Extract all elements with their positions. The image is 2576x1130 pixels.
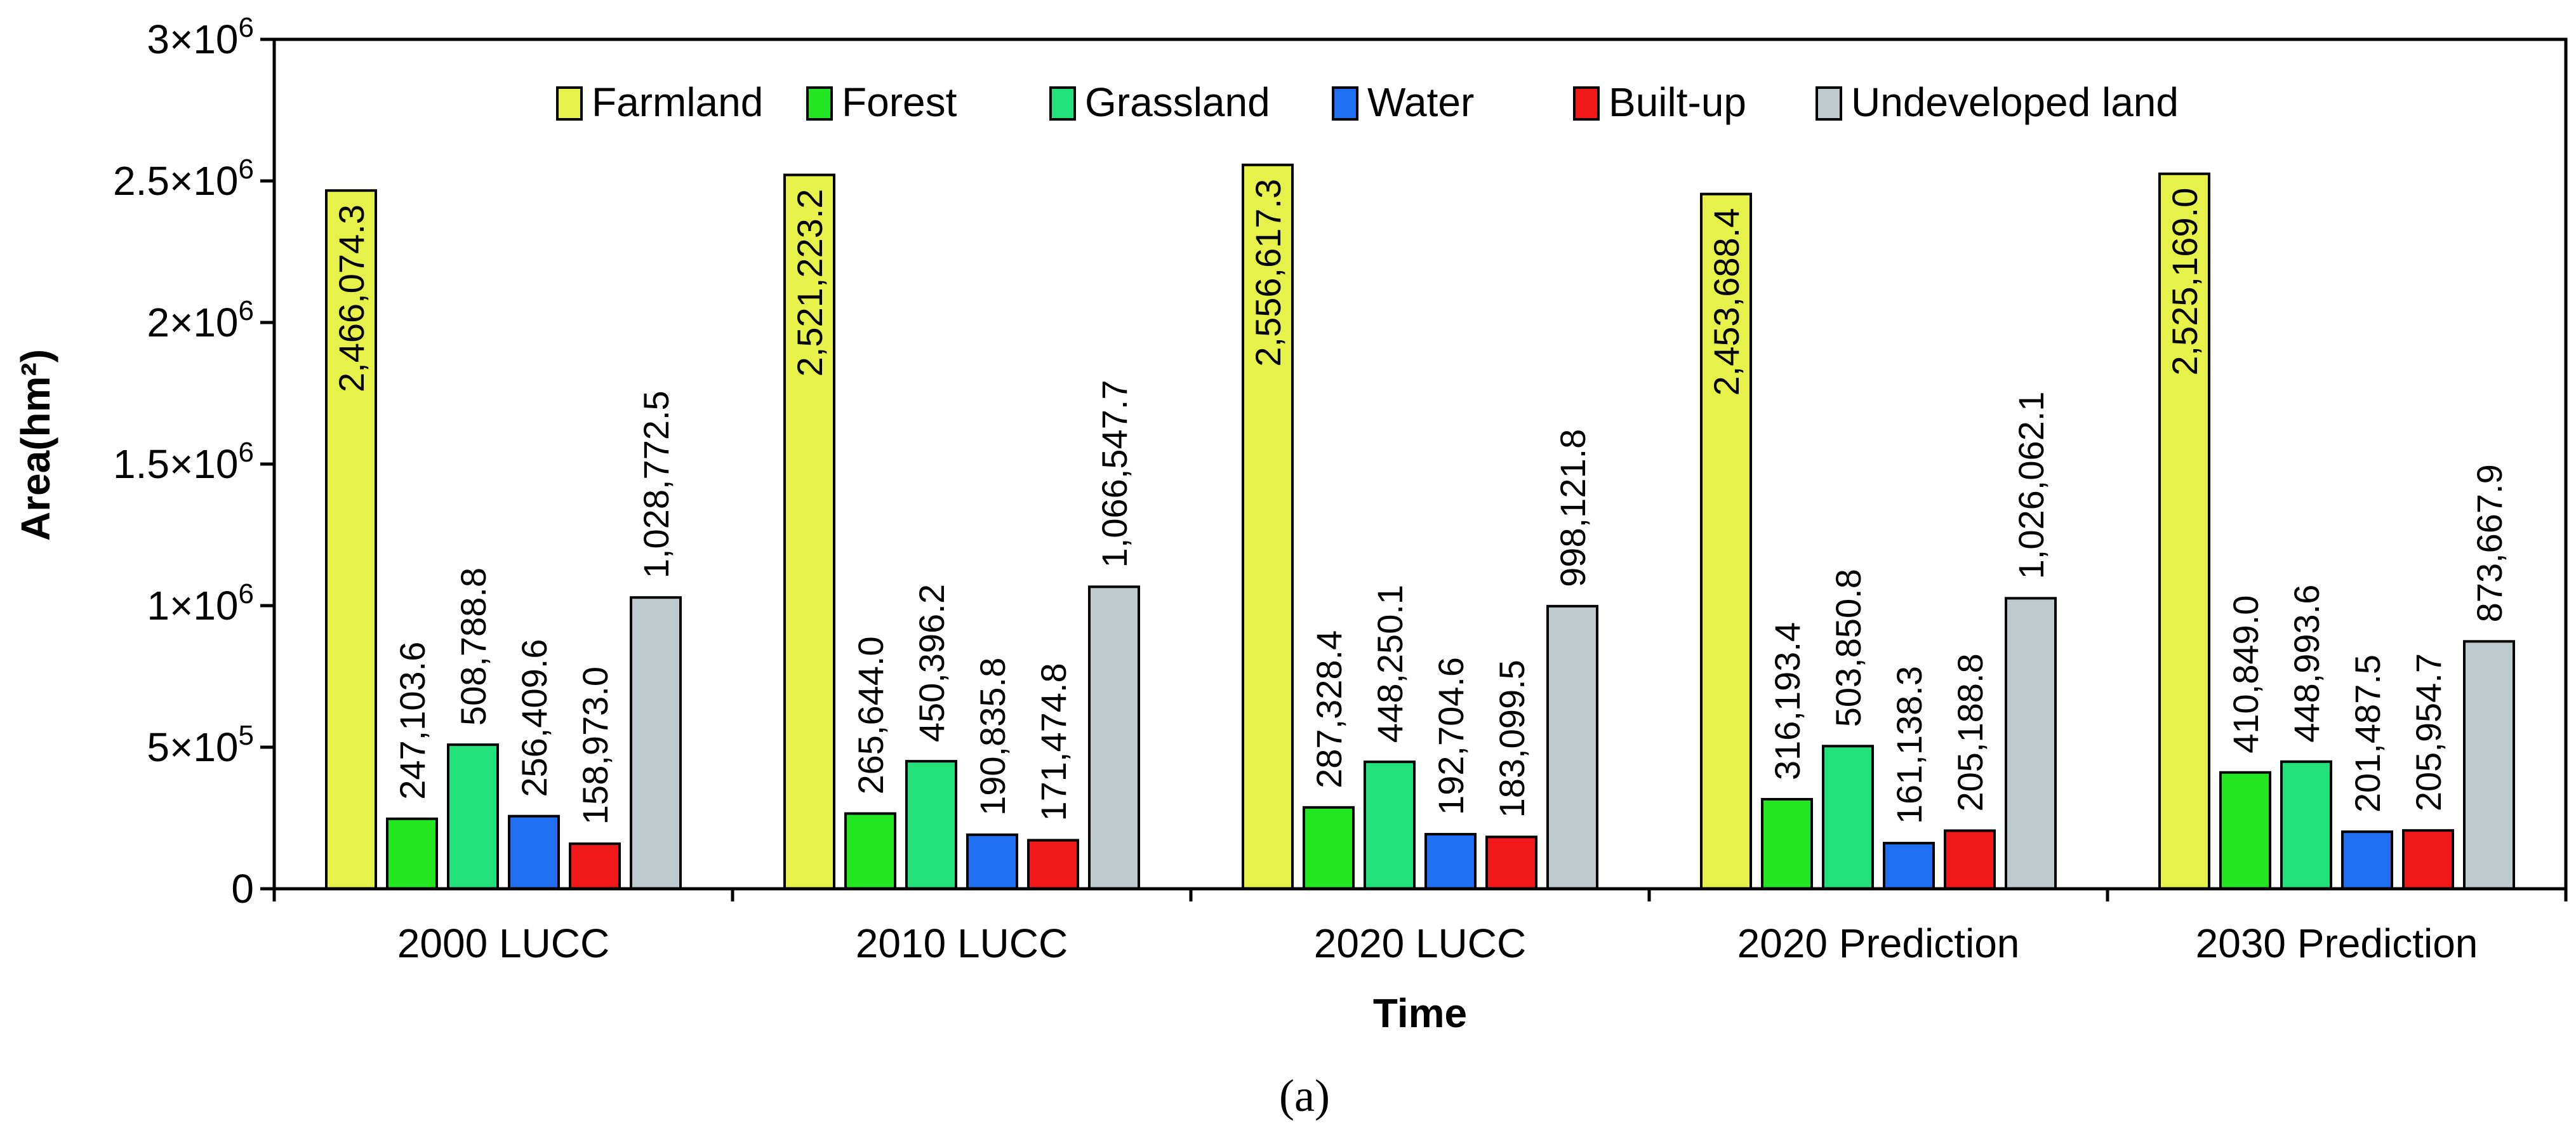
- y-tick-label: 1.5×106: [113, 437, 254, 487]
- legend-swatch-farmland: [556, 86, 583, 121]
- legend-label-farmland: Farmland: [592, 79, 763, 125]
- x-category-label-2000-lucc: 2000 LUCC: [397, 921, 609, 966]
- bar-farmland-2020-prediction: [1700, 192, 1752, 890]
- bar-water-2030-prediction: [2341, 830, 2393, 891]
- data-label-grassland-2010-lucc: 450,396.2: [912, 584, 952, 742]
- legend-swatch-undeveloped-land: [1816, 86, 1842, 121]
- data-label-forest-2030-prediction: 410,849.0: [2226, 595, 2266, 754]
- bar-forest-2000-lucc: [386, 817, 438, 890]
- y-tick-label: 2.5×106: [113, 154, 254, 204]
- bar-forest-2030-prediction: [2219, 771, 2271, 890]
- data-label-forest-2000-lucc: 247,103.6: [392, 642, 432, 800]
- data-label-farmland-2000-lucc: 2,466,074.3: [331, 204, 371, 392]
- legend-label-undeveloped-land: Undeveloped land: [1851, 79, 2179, 125]
- data-label-grassland-2020-lucc: 448,250.1: [1370, 585, 1410, 743]
- legend-swatch-built-up: [1573, 86, 1600, 121]
- data-label-undeveloped-land-2010-lucc: 1,066,547.7: [1094, 380, 1134, 568]
- x-axis-title: Time: [1373, 990, 1467, 1036]
- data-label-built-up-2010-lucc: 171,474.8: [1033, 663, 1073, 821]
- bar-water-2010-lucc: [966, 833, 1018, 890]
- data-label-water-2010-lucc: 190,835.8: [973, 658, 1012, 816]
- y-axis-title: Area(hm²): [13, 349, 58, 541]
- bar-water-2020-prediction: [1883, 842, 1935, 891]
- y-tick-label: 3×106: [147, 12, 254, 62]
- bar-grassland-2020-lucc: [1364, 761, 1416, 890]
- bar-farmland-2030-prediction: [2158, 172, 2210, 890]
- x-axis-category-labels: 2000 LUCC 2010 LUCC 2020 LUCC 2020 Predicti…: [272, 889, 2568, 966]
- legend-label-water: Water: [1367, 79, 1474, 125]
- legend-label-built-up: Built-up: [1609, 79, 1746, 125]
- data-label-undeveloped-land-2020-prediction: 1,026,062.1: [2011, 392, 2051, 580]
- y-tick-label: 2×106: [147, 295, 254, 345]
- bar-built-up-2010-lucc: [1027, 839, 1079, 890]
- bar-undeveloped-land-2010-lucc: [1088, 585, 1140, 890]
- y-axis-ticks: 0 5×105 1×106 1.5×106 2×106 2.5×106 3×106: [113, 12, 274, 912]
- bar-series: [325, 163, 2515, 891]
- data-label-forest-2010-lucc: 265,644.0: [851, 636, 891, 794]
- bar-grassland-2000-lucc: [447, 743, 499, 890]
- data-label-undeveloped-land-2030-prediction: 873,667.9: [2469, 464, 2509, 622]
- bar-grassland-2020-prediction: [1822, 745, 1874, 891]
- data-label-forest-2020-prediction: 316,193.4: [1767, 622, 1807, 780]
- bar-forest-2020-lucc: [1303, 806, 1355, 891]
- legend: Farmland Forest Grassland Water Built-up Unde…: [556, 79, 2179, 125]
- data-label-farmland-2020-lucc: 2,556,617.3: [1248, 179, 1288, 367]
- data-label-undeveloped-land-2020-lucc: 998,121.8: [1553, 429, 1593, 587]
- data-label-grassland-2000-lucc: 508,788.8: [453, 568, 493, 726]
- data-labels: 2,466,074.3 247,103.6 508,788.8 256,409.6 15…: [331, 179, 2509, 825]
- legend-swatch-forest: [806, 86, 833, 121]
- y-tick-label: 0: [231, 866, 254, 912]
- bar-built-up-2030-prediction: [2402, 829, 2454, 890]
- data-label-farmland-2010-lucc: 2,521,223.2: [790, 189, 830, 377]
- bar-undeveloped-land-2020-prediction: [2005, 597, 2057, 890]
- legend-label-grassland: Grassland: [1085, 79, 1270, 125]
- data-label-built-up-2000-lucc: 158,973.0: [575, 667, 615, 825]
- data-label-built-up-2020-lucc: 183,099.5: [1492, 660, 1532, 818]
- data-label-grassland-2030-prediction: 448,993.6: [2287, 585, 2327, 743]
- x-category-label-2030-prediction: 2030 Prediction: [2196, 921, 2478, 966]
- data-label-forest-2020-lucc: 287,328.4: [1309, 630, 1349, 788]
- bar-farmland-2000-lucc: [325, 189, 377, 890]
- bar-water-2020-lucc: [1424, 833, 1477, 890]
- bar-built-up-2020-lucc: [1485, 835, 1537, 891]
- bar-built-up-2020-prediction: [1944, 829, 1996, 891]
- figure-caption: (a): [1279, 1070, 1330, 1121]
- x-category-label-2020-prediction: 2020 Prediction: [1737, 921, 2020, 966]
- bar-built-up-2000-lucc: [569, 842, 621, 890]
- bar-farmland-2020-lucc: [1242, 163, 1294, 891]
- x-category-label-2020-lucc: 2020 LUCC: [1314, 921, 1526, 966]
- bar-undeveloped-land-2000-lucc: [630, 596, 682, 891]
- bar-farmland-2010-lucc: [783, 173, 835, 891]
- y-tick-label: 5×105: [147, 720, 254, 770]
- bar-grassland-2010-lucc: [905, 760, 957, 890]
- data-label-farmland-2020-prediction: 2,453,688.4: [1706, 208, 1746, 396]
- data-label-undeveloped-land-2000-lucc: 1,028,772.5: [636, 390, 676, 578]
- x-category-label-2010-lucc: 2010 LUCC: [856, 921, 1068, 966]
- data-label-water-2020-prediction: 161,138.3: [1889, 666, 1929, 824]
- legend-swatch-water: [1332, 86, 1358, 121]
- bar-water-2000-lucc: [508, 814, 560, 891]
- data-label-built-up-2020-prediction: 205,188.8: [1950, 653, 1990, 811]
- plot-area-frame: [272, 37, 2568, 891]
- data-label-water-2030-prediction: 201,487.5: [2347, 655, 2387, 813]
- bar-forest-2020-prediction: [1761, 797, 1813, 891]
- bar-forest-2010-lucc: [844, 812, 896, 891]
- legend-swatch-grassland: [1049, 86, 1076, 121]
- bar-undeveloped-land-2030-prediction: [2463, 640, 2515, 890]
- y-tick-label: 1×106: [147, 578, 254, 628]
- data-label-grassland-2020-prediction: 503,850.8: [1828, 569, 1868, 727]
- data-label-water-2000-lucc: 256,409.6: [514, 639, 554, 797]
- legend-label-forest: Forest: [842, 79, 957, 125]
- data-label-built-up-2030-prediction: 205,954.7: [2408, 653, 2448, 811]
- bar-undeveloped-land-2020-lucc: [1546, 604, 1598, 891]
- bar-grassland-2030-prediction: [2280, 760, 2332, 891]
- data-label-water-2020-lucc: 192,704.6: [1431, 657, 1471, 815]
- data-label-farmland-2030-prediction: 2,525,169.0: [2165, 188, 2205, 376]
